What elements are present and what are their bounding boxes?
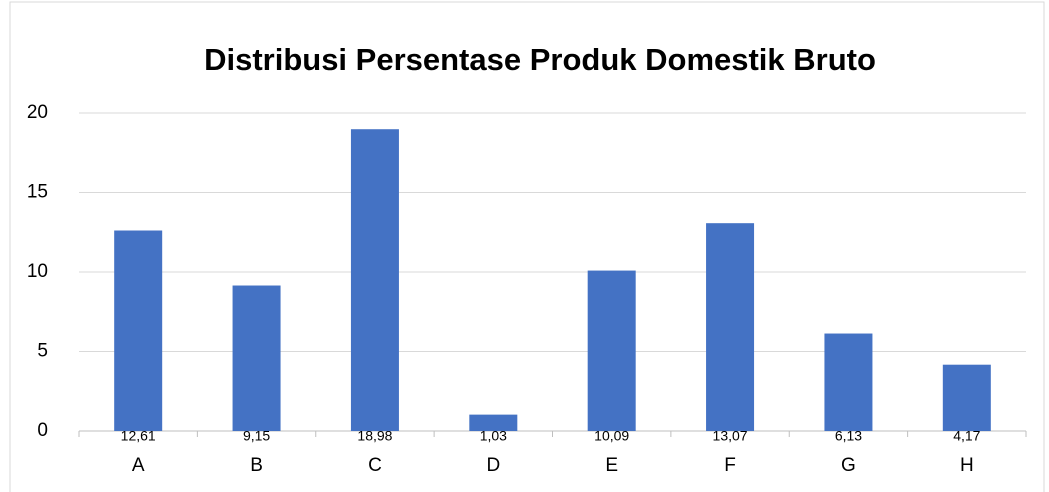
- bar: [232, 285, 281, 431]
- data-label: 1,03: [480, 428, 507, 444]
- data-label: 18,98: [357, 428, 392, 444]
- bar: [587, 270, 636, 431]
- y-tick-label: 10: [27, 261, 48, 282]
- data-label: 12,61: [121, 428, 156, 444]
- bar: [350, 129, 399, 431]
- data-label: 4,17: [953, 428, 980, 444]
- y-tick-label: 0: [37, 420, 48, 441]
- bar: [824, 333, 873, 431]
- x-tick-label: G: [841, 455, 856, 476]
- y-tick-label: 20: [27, 102, 48, 123]
- x-tick-label: A: [132, 455, 145, 476]
- data-label: 9,15: [243, 428, 270, 444]
- x-tick-label: B: [250, 455, 263, 476]
- chart-title: Distribusi Persentase Produk Domestik Br…: [204, 42, 876, 77]
- y-tick-label: 5: [37, 341, 48, 362]
- data-label: 13,07: [713, 428, 748, 444]
- x-tick-label: E: [605, 455, 618, 476]
- bar: [706, 223, 755, 431]
- bar: [114, 230, 163, 431]
- x-tick-label: H: [960, 455, 974, 476]
- bar: [469, 414, 518, 431]
- x-tick-label: F: [724, 455, 736, 476]
- data-label: 10,09: [594, 428, 629, 444]
- x-tick-label: D: [486, 455, 500, 476]
- x-tick-label: C: [368, 455, 382, 476]
- y-tick-label: 15: [27, 182, 48, 203]
- bar: [942, 364, 991, 431]
- data-label: 6,13: [835, 428, 862, 444]
